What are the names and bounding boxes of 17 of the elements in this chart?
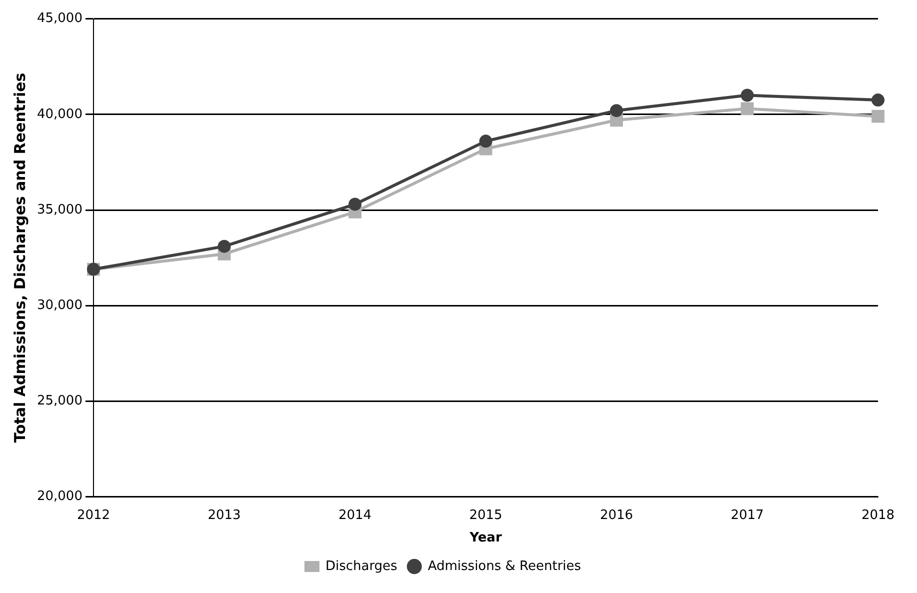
x-tick-label: 2018 — [861, 508, 895, 523]
legend-label: Discharges — [325, 558, 398, 574]
x-tick-label: 2017 — [730, 508, 764, 523]
y-tick-label: 35,000 — [36, 202, 82, 218]
x-tick-label: 2013 — [208, 508, 241, 523]
y-axis-title: Total Admissions, Discharges and Reentries — [10, 72, 29, 443]
x-tick-label: 2014 — [338, 508, 372, 523]
y-tick-label: 25,000 — [36, 394, 82, 409]
y-tick-label: 40,000 — [36, 106, 82, 122]
y-tick-label: 45,000 — [36, 11, 82, 26]
x-tick-label: 2012 — [76, 508, 110, 523]
x-tick-label: 2015 — [469, 508, 502, 523]
y-tick-label: 20,000 — [36, 489, 82, 504]
y-tick-label: 30,000 — [36, 298, 82, 313]
legend-label: Admissions & Reentries — [428, 558, 582, 574]
x-axis-title: Year — [468, 530, 502, 546]
x-tick-label: 2016 — [600, 508, 634, 523]
